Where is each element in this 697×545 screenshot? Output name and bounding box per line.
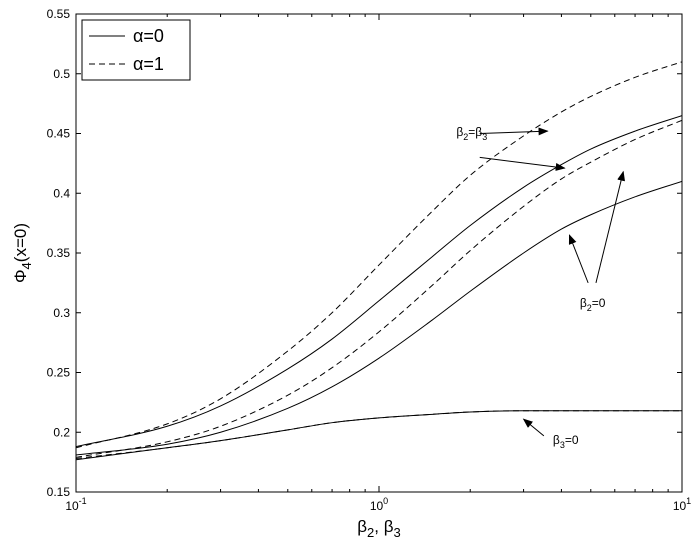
series-line-alpha0-1 — [76, 115, 682, 448]
plot-area-frame — [75, 13, 683, 493]
annotation-arrow-b2-1 — [595, 170, 626, 283]
legend-label-alpha0: α=0 — [133, 26, 164, 46]
y-tick-label: 0.2 — [53, 425, 70, 439]
legend: α=0 α=1 — [81, 19, 191, 81]
y-tick-label: 0.15 — [47, 485, 71, 499]
annotation-arrow-eq-1 — [479, 156, 566, 171]
series-line-alpha0-3 — [76, 180, 682, 456]
y-tick-label: 0.35 — [47, 246, 71, 260]
annotation-arrow-b3-0 — [522, 418, 545, 437]
series-line-alpha1-0 — [76, 61, 682, 449]
x-tick-label: 10-1 — [65, 496, 86, 513]
annotation-layer: β2=β3 β2=0 β3=0 — [456, 125, 626, 450]
annotation-arrow-b2-0 — [568, 234, 589, 284]
annotation-eq: β2=β3 — [456, 125, 487, 142]
annotation-b3: β3=0 — [553, 433, 579, 450]
legend-box — [81, 19, 191, 81]
legend-label-alpha1: α=1 — [133, 54, 164, 74]
y-axis-label: Φ4(x=0) — [11, 223, 34, 283]
x-tick-label: 100 — [370, 496, 388, 513]
series-line-alpha1-2 — [76, 119, 682, 458]
series-line-alpha1-5 — [76, 410, 682, 460]
annotation-arrow-eq-0 — [479, 127, 549, 136]
annotation-b2: β2=0 — [580, 296, 606, 313]
x-axis-label: β2, β3 — [357, 517, 400, 540]
x-tick-label: 101 — [673, 496, 691, 513]
series-layer — [76, 61, 682, 461]
y-tick-label: 0.45 — [47, 127, 71, 141]
y-tick-label: 0.4 — [53, 186, 70, 200]
y-tick-label: 0.55 — [47, 7, 71, 21]
y-tick-label: 0.3 — [53, 306, 70, 320]
y-tick-label: 0.5 — [53, 67, 70, 81]
y-tick-label: 0.25 — [47, 366, 71, 380]
axis-ticks: 0.15 0.2 0.25 0.3 0.35 0.4 0.45 0.5 0.55 10-1 100 1… — [47, 7, 692, 513]
